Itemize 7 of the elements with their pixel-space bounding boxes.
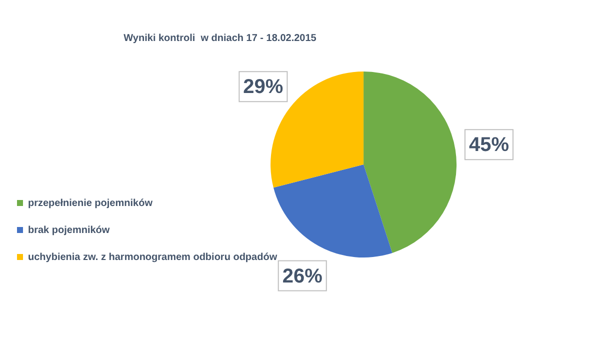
data-label: 45% (468, 134, 510, 156)
data-label: 29% (243, 76, 284, 98)
chart-title: Wyniki kontroli w dniach 17 - 18.02.2015 (124, 32, 317, 44)
legend-label: uchybienia zw. z harmonogramem odbioru odpadów (28, 252, 278, 263)
data-label: 26% (282, 265, 323, 288)
legend-label: brak pojemników (28, 224, 110, 236)
legend-label: przepełnienie pojemników (28, 198, 153, 209)
